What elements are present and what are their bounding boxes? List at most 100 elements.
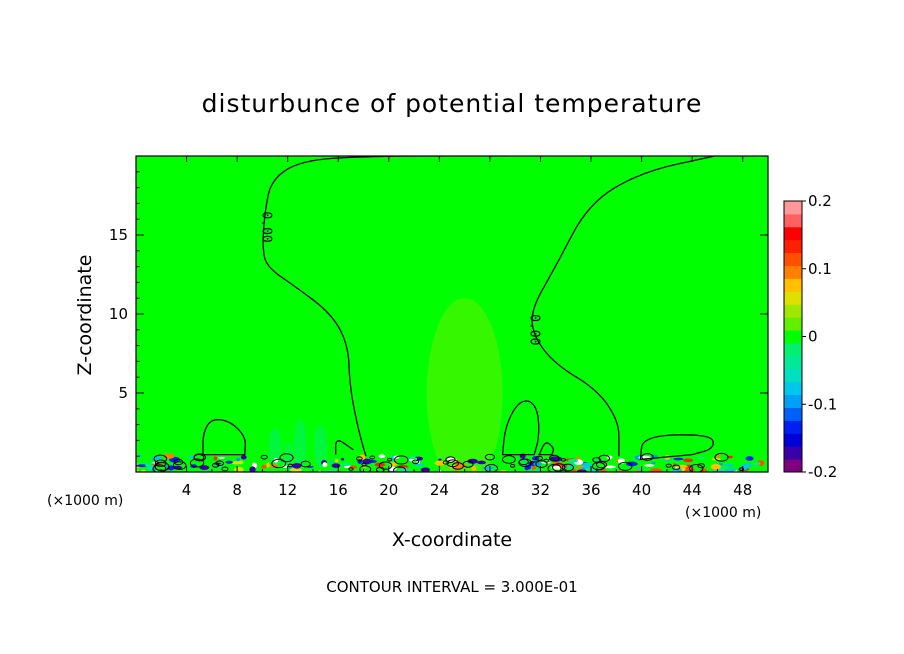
turbulence-contour — [484, 464, 499, 472]
turbulence-cell — [576, 469, 589, 472]
colorbar-label: -0.2 — [808, 463, 837, 481]
x-axis-unit-left: (×1000 m) — [47, 493, 123, 509]
turbulence-cell — [249, 466, 256, 472]
turbulence-cell — [581, 467, 585, 470]
turbulence-cell — [188, 455, 197, 459]
turbulence-cell — [414, 463, 424, 467]
colorbar-segment — [784, 213, 802, 228]
colorbar-segment — [784, 239, 802, 254]
x-tick-label: 16 — [329, 481, 348, 499]
turbulence-contour — [393, 455, 409, 465]
chart-title: disturbunce of potential temperature — [202, 89, 703, 118]
turbulence-cell — [650, 461, 657, 465]
x-tick-label: 32 — [531, 481, 550, 499]
turbulence-contour — [535, 455, 543, 461]
contour-line-6 — [335, 440, 354, 455]
turbulence-contour — [154, 459, 167, 467]
turbulence-contour — [153, 454, 168, 464]
turbulence-cell — [739, 464, 749, 471]
turbulence-cell — [710, 463, 722, 470]
fill-patch-4 — [426, 298, 503, 472]
colorbar-label: -0.1 — [808, 395, 837, 413]
y-tick-label: 10 — [109, 305, 128, 323]
turbulence-cell — [533, 462, 542, 466]
turbulence-contour — [378, 461, 393, 470]
colorbar-segment — [784, 317, 802, 331]
turbulence-contour — [152, 464, 167, 472]
colorbar-segment — [784, 368, 802, 383]
fill-patch-1 — [294, 419, 307, 471]
x-tick-label: 12 — [278, 481, 297, 499]
turbulence-contour — [260, 454, 268, 460]
turbulence-cell — [434, 460, 446, 466]
y-tick-label: 15 — [109, 226, 128, 244]
colorbar-segment — [784, 304, 802, 318]
x-axis-unit-right: (×1000 m) — [685, 505, 761, 521]
turbulence-contour — [535, 460, 548, 468]
x-tick-label: 44 — [683, 481, 702, 499]
turbulence-contour — [215, 460, 224, 467]
turbulence-contour — [697, 463, 705, 469]
turbulence-cell — [697, 456, 706, 459]
turbulence-cell — [467, 458, 478, 464]
turbulence-cell — [261, 464, 267, 469]
turbulence-cell — [673, 457, 684, 461]
turbulence-contour — [560, 458, 566, 462]
turbulence-cell — [225, 460, 233, 464]
contour-lines — [202, 156, 716, 461]
colorbar-segment — [784, 252, 802, 267]
y-tick-label: 5 — [118, 384, 128, 402]
colorbar-segment — [784, 459, 802, 473]
contour-label-1: 0.00 — [526, 314, 541, 345]
turbulence-cell — [718, 462, 724, 466]
turbulence-cell — [683, 458, 694, 463]
colorbar-segment — [784, 342, 802, 357]
turbulence-cell — [136, 469, 139, 472]
turbulence-contour — [359, 465, 372, 472]
turbulence-cell — [234, 466, 244, 472]
turbulence-contour — [641, 453, 654, 461]
turbulence-cell — [420, 467, 431, 472]
turbulence-contour — [738, 467, 745, 472]
x-tick-label: 4 — [182, 481, 192, 499]
turbulence-contour — [221, 466, 229, 472]
contour-line-3 — [501, 400, 540, 456]
turbulence-cell — [292, 462, 302, 469]
turbulence-contour — [348, 467, 354, 471]
turbulence-cell — [328, 461, 334, 464]
colorbar-segment — [784, 291, 802, 305]
turbulence-contour — [689, 463, 704, 472]
turbulence-cell — [199, 465, 210, 470]
turbulence-contour — [671, 464, 681, 471]
turbulence-cell — [727, 455, 733, 459]
colorbar-segment — [784, 394, 802, 408]
turbulence-cell — [266, 462, 270, 468]
turbulence-contour — [172, 461, 187, 470]
turbulence-cell — [567, 458, 578, 463]
colorbar-segment — [784, 265, 802, 279]
colorbar-segment — [784, 278, 802, 292]
x-tick-label: 36 — [581, 481, 600, 499]
turbulence-contour — [561, 463, 574, 472]
turbulence-contour — [509, 464, 516, 468]
x-tick-label: 24 — [430, 481, 449, 499]
turbulence-cell — [724, 468, 737, 472]
colorbar-segment — [784, 355, 802, 370]
turbulence-cell — [637, 467, 641, 471]
turbulence-contour — [484, 453, 495, 461]
fill-patch-0 — [268, 427, 282, 469]
fill-patch-3 — [283, 443, 294, 469]
turbulence-contour — [189, 458, 205, 468]
turbulence-cell — [378, 454, 386, 459]
turbulence-cell — [341, 463, 351, 466]
turbulence-contour — [355, 456, 363, 461]
turbulence-contour — [451, 462, 464, 470]
turbulence-contour — [412, 459, 420, 465]
turbulence-contour — [547, 464, 562, 472]
colorbar-label: 0.2 — [808, 192, 832, 210]
turbulence-contour — [287, 463, 294, 468]
contour-line-5 — [639, 434, 714, 461]
contour-line-2 — [202, 418, 246, 456]
